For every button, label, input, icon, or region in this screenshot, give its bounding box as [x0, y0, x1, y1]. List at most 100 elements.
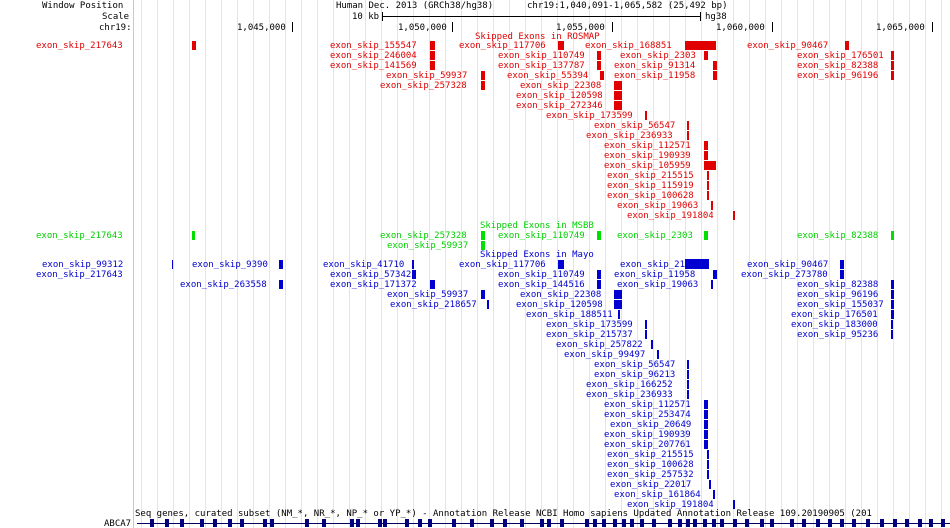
mayo-item[interactable]: exon_skip_22308 [520, 290, 602, 300]
rosmap-item[interactable]: exon_skip_96196 [797, 71, 879, 81]
exon-feature[interactable] [614, 91, 622, 100]
exon-feature[interactable] [711, 280, 713, 289]
msbb-item[interactable]: exon_skip_257328 [380, 231, 467, 241]
rosmap-item[interactable]: exon_skip_176501 [797, 51, 884, 61]
rosmap-item[interactable]: exon_skip_90467 [747, 41, 829, 51]
rosmap-item[interactable]: exon_skip_190939 [604, 151, 691, 161]
exon-feature[interactable] [733, 211, 735, 220]
mayo-item[interactable]: exon_skip_41710 [323, 260, 405, 270]
exon-feature[interactable] [891, 61, 894, 70]
exon-feature[interactable] [685, 259, 709, 269]
exon-feature[interactable] [687, 380, 689, 389]
exon-feature[interactable] [840, 270, 844, 279]
exon-feature[interactable] [713, 71, 717, 80]
exon-feature[interactable] [481, 290, 485, 299]
rosmap-item[interactable]: exon_skip_141569 [330, 61, 417, 71]
exon-feature[interactable] [891, 71, 894, 80]
exon-feature[interactable] [614, 300, 622, 309]
rosmap-item[interactable]: exon_skip_110749 [498, 51, 585, 61]
mayo-item[interactable]: exon_skip_253474 [604, 410, 691, 420]
rosmap-item[interactable]: exon_skip_117706 [459, 41, 546, 51]
exon-feature[interactable] [192, 41, 196, 50]
exon-feature[interactable] [597, 270, 601, 279]
msbb-item[interactable]: exon_skip_59937 [387, 241, 469, 251]
exon-feature[interactable] [845, 41, 849, 50]
rosmap-item[interactable]: exon_skip_236933 [586, 131, 673, 141]
exon-feature[interactable] [645, 320, 647, 329]
exon-feature[interactable] [600, 71, 604, 80]
exon-feature[interactable] [707, 450, 709, 459]
rosmap-item[interactable]: exon_skip_120598 [516, 91, 603, 101]
exon-feature[interactable] [481, 231, 485, 240]
rosmap-item[interactable]: exon_skip_215515 [607, 171, 694, 181]
exon-feature[interactable] [597, 51, 601, 60]
msbb-item[interactable]: exon_skip_82388 [797, 231, 879, 241]
rosmap-item[interactable]: exon_skip_105959 [604, 161, 691, 171]
mayo-item[interactable]: exon_skip_166252 [586, 380, 673, 390]
exon-feature[interactable] [687, 360, 689, 369]
exon-feature[interactable] [657, 350, 659, 359]
exon-feature[interactable] [412, 270, 416, 279]
rosmap-item[interactable]: exon_skip_257328 [380, 81, 467, 91]
mayo-item[interactable]: exon_skip_110749 [498, 270, 585, 280]
exon-feature[interactable] [709, 480, 711, 489]
rosmap-item[interactable]: exon_skip_55394 [507, 71, 589, 81]
exon-feature[interactable] [687, 370, 689, 379]
mayo-item[interactable]: exon_skip_11958 [614, 270, 696, 280]
rosmap-item[interactable]: exon_skip_59937 [386, 71, 468, 81]
mayo-item[interactable]: exon_skip_144516 [498, 280, 585, 290]
rosmap-item[interactable]: exon_skip_19063 [617, 201, 699, 211]
exon-feature[interactable] [704, 141, 708, 150]
exon-feature[interactable] [192, 231, 195, 240]
exon-feature[interactable] [618, 310, 620, 319]
exon-feature[interactable] [891, 320, 893, 329]
exon-feature[interactable] [597, 61, 601, 70]
mayo-item[interactable]: exon_skip_59937 [387, 290, 469, 300]
rosmap-item[interactable]: exon_skip_191804 [627, 211, 714, 221]
rosmap-item[interactable]: exon_skip_112571 [604, 141, 691, 151]
exon-feature[interactable] [704, 430, 708, 439]
exon-feature[interactable] [704, 410, 708, 419]
exon-feature[interactable] [614, 290, 622, 299]
rosmap-item[interactable]: exon_skip_91314 [614, 61, 696, 71]
exon-feature[interactable] [711, 201, 713, 210]
exon-feature[interactable] [430, 61, 435, 70]
mayo-item[interactable]: exon_skip_22017 [610, 480, 692, 490]
rosmap-item[interactable]: exon_skip_155547 [330, 41, 417, 51]
exon-feature[interactable] [891, 231, 894, 240]
mayo-item[interactable]: exon_skip_218657 [390, 300, 477, 310]
mayo-item[interactable]: exon_skip_96196 [797, 290, 879, 300]
exon-feature[interactable] [651, 340, 653, 349]
exon-feature[interactable] [430, 280, 435, 289]
mayo-item[interactable]: exon_skip_9390 [192, 260, 268, 270]
rosmap-item[interactable]: exon_skip_82388 [797, 61, 879, 71]
gene-side-label[interactable]: ABCA7 [104, 519, 132, 528]
mayo-side-label[interactable]: exon_skip_99312 [42, 260, 124, 270]
exon-feature[interactable] [704, 440, 708, 449]
exon-feature[interactable] [704, 161, 716, 170]
mayo-item[interactable]: exon_skip_176501 [791, 310, 878, 320]
exon-feature[interactable] [704, 51, 708, 60]
mayo-item[interactable]: exon_skip_171372 [330, 280, 417, 290]
mayo-item[interactable]: exon_skip_257822 [556, 340, 643, 350]
exon-feature[interactable] [412, 260, 414, 269]
mayo-item[interactable]: exon_skip_273780 [741, 270, 828, 280]
exon-feature[interactable] [685, 41, 716, 50]
mayo-item[interactable]: exon_skip_82388 [797, 280, 879, 290]
exon-feature[interactable] [713, 490, 715, 499]
rosmap-item[interactable]: exon_skip_173599 [546, 111, 633, 121]
exon-feature[interactable] [704, 400, 708, 409]
exon-feature[interactable] [597, 231, 601, 240]
exon-feature[interactable] [487, 300, 489, 309]
mayo-item[interactable]: exon_skip_112571 [604, 400, 691, 410]
exon-feature[interactable] [891, 310, 894, 319]
msbb-item[interactable]: exon_skip_2303 [617, 231, 693, 241]
mayo-item[interactable]: exon_skip_161864 [614, 490, 701, 500]
exon-feature[interactable] [704, 420, 708, 429]
exon-feature[interactable] [707, 470, 709, 479]
rosmap-item[interactable]: exon_skip_137787 [498, 61, 585, 71]
mayo-item[interactable]: exon_skip_117706 [459, 260, 546, 270]
exon-feature[interactable] [891, 300, 894, 309]
exon-feature[interactable] [687, 131, 689, 140]
mayo-item[interactable]: exon_skip_96213 [594, 370, 676, 380]
